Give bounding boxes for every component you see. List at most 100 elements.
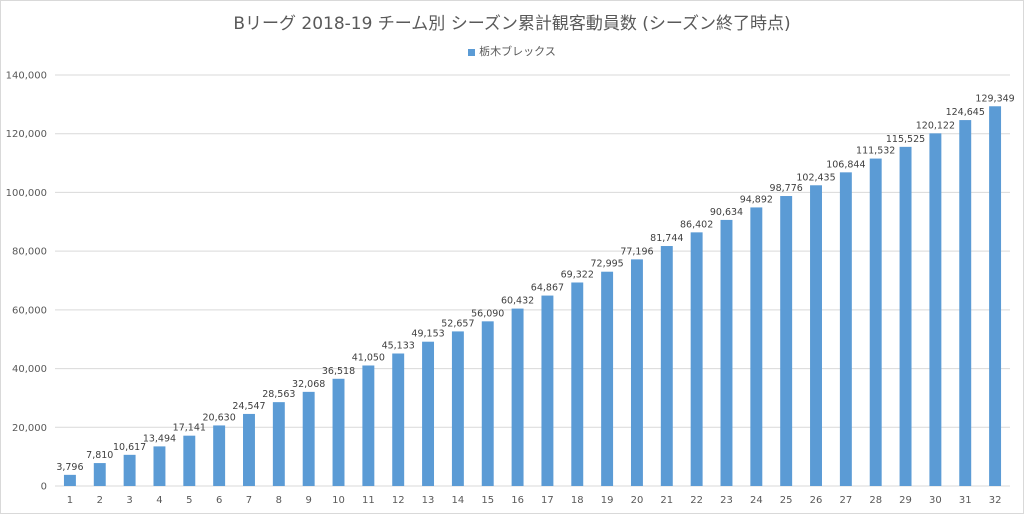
data-label: 49,153 [411, 329, 444, 340]
x-tick-label: 32 [989, 495, 1002, 506]
bar [630, 259, 643, 486]
x-tick-label: 22 [690, 495, 703, 506]
y-tick-label: 120,000 [6, 129, 47, 140]
data-label: 13,494 [143, 433, 176, 444]
data-label: 36,518 [322, 366, 355, 377]
data-label: 20,630 [203, 412, 236, 423]
bar [123, 454, 136, 486]
bar [690, 232, 703, 486]
bar [302, 391, 315, 486]
data-label: 98,776 [770, 183, 803, 194]
data-label: 77,196 [620, 246, 653, 257]
x-tick-label: 11 [362, 495, 375, 506]
data-label: 86,402 [680, 219, 713, 230]
data-label: 81,744 [650, 233, 683, 244]
x-tick-label: 3 [126, 495, 132, 506]
data-label: 56,090 [471, 308, 504, 319]
data-label: 45,133 [382, 341, 415, 352]
bar [810, 185, 822, 487]
chart-title: Bリーグ 2018-19 チーム別 シーズン累計観客動員数 (シーズン終了時点) [233, 14, 791, 34]
bar [392, 353, 405, 486]
data-label: 94,892 [740, 194, 773, 205]
data-label: 64,867 [531, 283, 564, 294]
data-label: 72,995 [590, 259, 623, 270]
x-tick-label: 10 [332, 495, 345, 506]
data-label: 115,525 [886, 134, 925, 145]
bar [750, 207, 763, 486]
data-label: 129,349 [975, 93, 1014, 104]
x-tick-label: 23 [720, 495, 733, 506]
data-label: 124,645 [946, 107, 985, 118]
bar [153, 446, 166, 486]
bar [422, 341, 435, 486]
x-tick-label: 27 [839, 495, 852, 506]
bar [451, 331, 464, 486]
x-tick-label: 16 [511, 495, 524, 506]
data-label: 32,068 [292, 379, 325, 390]
bar [869, 158, 882, 486]
bar [541, 295, 554, 486]
x-tick-label: 9 [305, 495, 311, 506]
bar [720, 219, 733, 486]
bar [601, 271, 614, 486]
x-tick-label: 13 [422, 495, 435, 506]
chart-legend: 栃木ブレックス [1, 43, 1023, 59]
bar [571, 282, 584, 486]
x-tick-label: 15 [481, 495, 494, 506]
bar [839, 172, 852, 486]
y-tick-label: 140,000 [6, 71, 47, 82]
y-tick-label: 40,000 [12, 364, 47, 375]
x-tick-label: 29 [899, 495, 912, 506]
data-label: 17,141 [173, 423, 206, 434]
bar [243, 413, 255, 486]
bar [929, 133, 942, 486]
x-tick-label: 7 [246, 495, 252, 506]
x-tick-label: 28 [869, 495, 882, 506]
y-tick-label: 0 [41, 482, 47, 493]
bar [63, 474, 76, 486]
x-tick-label: 25 [780, 495, 793, 506]
data-label: 52,657 [441, 318, 474, 329]
x-tick-label: 19 [601, 495, 614, 506]
data-label: 41,050 [352, 352, 385, 363]
x-tick-label: 20 [631, 495, 644, 506]
data-label: 3,796 [56, 462, 83, 473]
y-tick-label: 60,000 [12, 305, 47, 316]
x-tick-label: 1 [67, 495, 73, 506]
y-tick-label: 100,000 [6, 188, 47, 199]
x-tick-label: 30 [929, 495, 942, 506]
x-tick-label: 26 [810, 495, 823, 506]
legend-label: 栃木ブレックス [479, 45, 556, 58]
data-label: 106,844 [826, 159, 865, 170]
bar [362, 365, 375, 486]
data-label: 28,563 [262, 389, 295, 400]
bar [272, 402, 285, 486]
bar [660, 246, 673, 486]
bar [989, 106, 1002, 486]
x-tick-label: 8 [276, 495, 282, 506]
x-tick-label: 6 [216, 495, 222, 506]
x-tick-label: 17 [541, 495, 554, 506]
x-tick-label: 24 [750, 495, 763, 506]
x-tick-label: 31 [959, 495, 972, 506]
data-label: 60,432 [501, 296, 534, 307]
x-tick-label: 18 [571, 495, 584, 506]
y-tick-label: 80,000 [12, 247, 47, 258]
bar [481, 321, 494, 486]
x-tick-label: 12 [392, 495, 405, 506]
x-tick-label: 21 [660, 495, 673, 506]
bar [183, 435, 196, 486]
bar [959, 120, 972, 487]
bar [780, 196, 793, 486]
bar [899, 146, 912, 486]
data-label: 111,532 [856, 146, 895, 157]
x-tick-label: 2 [97, 495, 103, 506]
bar [213, 425, 226, 486]
y-tick-label: 20,000 [12, 423, 47, 434]
data-label: 24,547 [232, 401, 265, 412]
x-tick-label: 4 [156, 495, 162, 506]
x-tick-label: 14 [452, 495, 465, 506]
legend-swatch [468, 48, 476, 56]
